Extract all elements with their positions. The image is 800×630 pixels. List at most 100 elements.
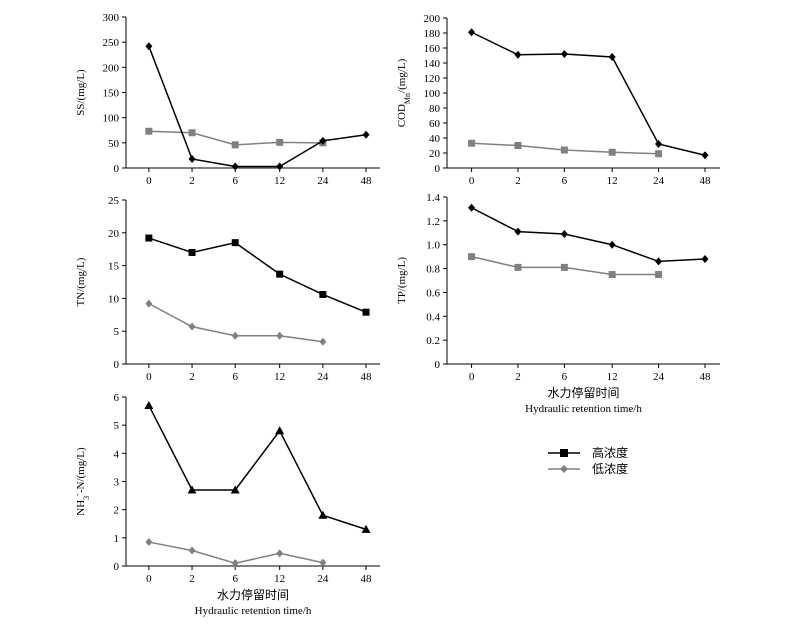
y-tick-label: 5 (114, 326, 120, 338)
y-axis-label: CODMn/(mg/L) (396, 58, 412, 127)
chart-panel-2: 0 20 40 60 80 100 120 140 160 180 200 0 2 6 12 24 48 CODM… (396, 13, 720, 187)
data-point (514, 263, 522, 271)
y-tick-label: 1.2 (426, 216, 440, 228)
data-point (468, 139, 476, 147)
x-tick-label: 2 (189, 371, 195, 383)
chart-panel-1: 0 50 100 150 200 250 300 0 2 6 12 24 48 SS/(mg/L) (75, 12, 380, 187)
y-axis-label: SS/(mg/L) (75, 69, 87, 116)
data-point (514, 50, 522, 59)
x-tick-label: 48 (699, 371, 711, 383)
y-tick-label: 0.4 (426, 311, 440, 323)
data-point (608, 271, 616, 279)
legend-low-marker (560, 465, 568, 473)
y-axis-label: NH3--N/(mg/L) (73, 447, 91, 516)
data-point (560, 146, 568, 154)
x-tick-label: 2 (515, 175, 521, 187)
data-point (145, 127, 153, 135)
x-tick-label: 0 (146, 175, 152, 187)
data-point (701, 151, 709, 160)
data-point (468, 203, 476, 212)
data-point (231, 559, 239, 568)
y-tick-label: 300 (103, 12, 120, 24)
x-axis-label-en: Hydraulic retention time/h (525, 403, 642, 415)
data-point (655, 140, 663, 148)
x-tick-label: 24 (317, 175, 329, 187)
series-line (148, 405, 367, 531)
data-point (188, 129, 196, 137)
y-tick-label: 0.2 (426, 335, 440, 347)
y-tick-label: 1.0 (426, 240, 440, 252)
series-line (148, 45, 367, 168)
data-point (145, 538, 153, 547)
data-point (362, 308, 370, 316)
x-axis-label-cn: 水力停留时间 (547, 385, 619, 400)
legend-low-label: 低浓度 (592, 461, 628, 476)
series-high (145, 42, 370, 171)
x-tick-label: 0 (146, 573, 152, 585)
x-tick-label: 12 (607, 175, 618, 187)
data-point (319, 136, 327, 145)
data-point (187, 485, 197, 494)
y-tick-label: 140 (424, 58, 441, 70)
chart-panel-3: 0 5 10 15 20 25 0 2 6 12 24 48 TN/(mg/L) (75, 195, 380, 383)
x-tick-label: 24 (653, 371, 665, 383)
data-point (560, 50, 568, 58)
x-tick-label: 24 (653, 175, 665, 187)
y-tick-label: 0.8 (426, 264, 440, 276)
x-tick-label: 2 (189, 573, 195, 585)
x-tick-label: 12 (274, 371, 285, 383)
x-tick-label: 24 (317, 371, 329, 383)
y-tick-label: 40 (429, 133, 441, 145)
y-tick-label: 15 (108, 261, 120, 273)
y-tick-label: 200 (424, 13, 441, 25)
y-axis-label: TN/(mg/L) (75, 257, 87, 306)
data-point (144, 400, 154, 409)
x-tick-label: 6 (232, 175, 238, 187)
data-point (145, 299, 153, 308)
y-tick-label: 5 (114, 420, 120, 432)
data-point (655, 150, 663, 158)
y-tick-label: 10 (108, 293, 120, 305)
y-tick-label: 1 (114, 533, 120, 545)
y-tick-label: 6 (114, 392, 120, 404)
data-point (468, 28, 476, 37)
data-point (231, 239, 239, 247)
series-low (145, 299, 327, 346)
y-tick-label: 150 (103, 88, 120, 100)
data-point (231, 141, 239, 149)
x-tick-label: 48 (361, 573, 373, 585)
x-tick-label: 12 (274, 573, 285, 585)
data-point (319, 558, 327, 567)
series-high (145, 234, 370, 316)
data-point (188, 248, 196, 256)
data-point (319, 290, 327, 298)
y-tick-label: 180 (424, 28, 441, 40)
data-point (188, 154, 196, 163)
y-tick-label: 4 (114, 448, 120, 460)
data-point (188, 546, 196, 555)
y-tick-label: 1.4 (426, 192, 440, 204)
y-tick-label: 80 (429, 103, 441, 115)
x-tick-label: 6 (562, 371, 568, 383)
data-point (361, 524, 371, 533)
x-tick-label: 12 (607, 371, 618, 383)
data-point (145, 42, 153, 51)
x-tick-label: 0 (469, 371, 475, 383)
data-point (655, 271, 663, 279)
data-point (608, 53, 616, 61)
data-point (276, 138, 284, 146)
data-point (560, 229, 568, 238)
x-tick-label: 2 (189, 175, 195, 187)
series-line (148, 237, 367, 313)
x-tick-label: 0 (469, 175, 475, 187)
x-axis-label-cn: 水力停留时间 (217, 587, 289, 602)
x-tick-label: 6 (562, 175, 568, 187)
y-tick-label: 160 (424, 43, 441, 55)
data-point (514, 142, 522, 149)
data-point (514, 227, 522, 236)
series-low (468, 139, 663, 158)
y-tick-label: 0 (435, 163, 441, 175)
y-tick-label: 120 (424, 73, 441, 85)
data-point (230, 485, 240, 494)
